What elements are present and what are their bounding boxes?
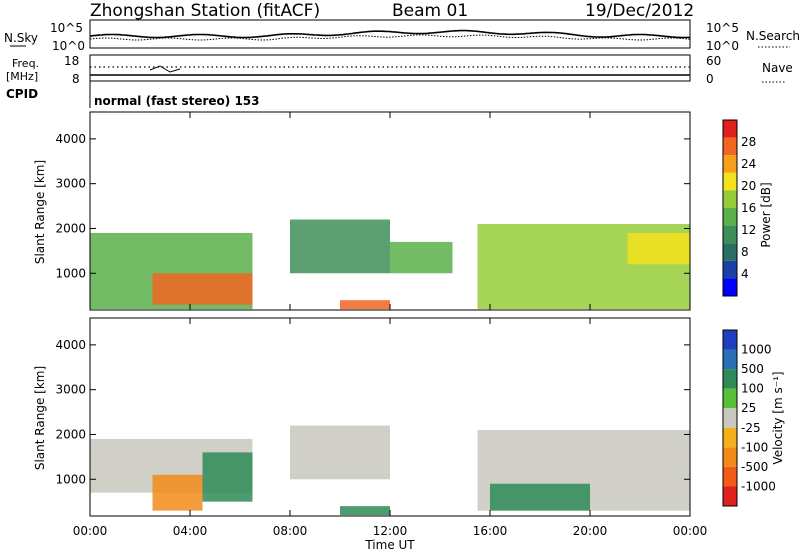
velocity-colorbar-tick: 500 — [741, 362, 764, 376]
nsky-panel — [89, 19, 691, 49]
y-tick-label: 4000 — [55, 132, 86, 146]
power-colorbar-segment — [723, 172, 737, 191]
mode-text: normal (fast stereo) 153 — [94, 94, 260, 108]
heatmap-region — [152, 273, 253, 305]
nsky-tick-bottom: 10^0 — [52, 39, 85, 53]
velocity-y-axis-label: Slant Range [km] — [33, 366, 47, 470]
nave-spike — [149, 65, 181, 73]
power-colorbar-tick: 16 — [741, 201, 756, 215]
x-tick-label: 04:00 — [173, 524, 208, 538]
nsky-tick-top: 10^5 — [50, 21, 83, 35]
heatmap-region — [627, 232, 690, 265]
y-tick-label: 1000 — [55, 266, 86, 280]
heatmap-region — [290, 425, 390, 480]
nave-tick-bottom: 0 — [706, 72, 714, 86]
power-colorbar-tick: 12 — [741, 223, 756, 237]
cpid-label: CPID — [6, 87, 38, 101]
velocity-colorbar-frame — [722, 329, 738, 507]
nsearch-label: N.Search — [746, 29, 800, 43]
velocity-colorbar-tick: -500 — [741, 460, 768, 474]
freq-panel — [89, 54, 691, 82]
velocity-colorbar-segment — [723, 486, 737, 506]
power-colorbar-segment — [723, 260, 737, 279]
x-tick-label: 12:00 — [373, 524, 408, 538]
nave-tick-top: 60 — [706, 54, 721, 68]
velocity-colorbar-segment — [723, 388, 737, 409]
freq-label: Freq. — [12, 57, 39, 70]
velocity-colorbar-segment — [723, 369, 737, 389]
velocity-colorbar-tick: 100 — [741, 382, 764, 396]
velocity-colorbar-segment — [723, 349, 737, 370]
x-tick-label: 16:00 — [473, 524, 508, 538]
velocity-colorbar-segment — [723, 447, 737, 467]
power-colorbar-frame — [722, 119, 738, 297]
y-tick-label: 4000 — [55, 338, 86, 352]
heatmap-region — [490, 483, 590, 511]
freq-tick-bottom: 8 — [72, 72, 80, 86]
power-colorbar-segment — [723, 155, 737, 173]
power-y-axis-label: Slant Range [km] — [33, 160, 47, 264]
velocity-colorbar-segment — [723, 408, 737, 428]
y-tick-label: 1000 — [55, 472, 86, 486]
heatmap-region — [202, 452, 253, 502]
power-colorbar-label: Power [dB] — [759, 182, 773, 247]
y-tick-label: 2000 — [55, 427, 86, 441]
heatmap-region — [340, 300, 390, 310]
power-colorbar-tick: 8 — [741, 245, 749, 259]
power-y-axis: 4000 3000 2000 1000 — [55, 132, 690, 280]
x-tick-label: 20:00 — [573, 524, 608, 538]
power-heatmap — [90, 219, 690, 310]
x-tick-label: 00:00 — [673, 524, 708, 538]
velocity-colorbar-tick: -25 — [741, 421, 761, 435]
power-colorbar-segment — [723, 278, 737, 296]
velocity-colorbar-segment — [723, 466, 737, 487]
velocity-colorbar-tick: 25 — [741, 401, 756, 415]
date-label: 19/Dec/2012 — [585, 1, 694, 21]
heatmap-region — [340, 506, 390, 516]
nsearch-tick-top: 10^5 — [706, 21, 739, 35]
nave-label: Nave — [762, 61, 793, 75]
power-colorbar: 28 24 20 16 12 8 4 — [722, 119, 756, 297]
velocity-y-axis: 4000 3000 2000 1000 — [55, 338, 690, 486]
y-tick-label: 3000 — [55, 177, 86, 191]
freq-unit-label: [MHz] — [6, 70, 38, 83]
y-tick-label: 3000 — [55, 383, 86, 397]
velocity-colorbar-tick: -100 — [741, 440, 768, 454]
power-colorbar-tick: 24 — [741, 157, 756, 171]
velocity-colorbar-segment — [723, 330, 737, 350]
heatmap-region — [290, 219, 390, 274]
velocity-heatmap — [90, 425, 690, 516]
heatmap-region — [152, 474, 203, 511]
power-colorbar-segment — [723, 225, 737, 244]
time-x-axis: 00:00 04:00 08:00 12:00 16:00 20:00 00:00 — [73, 112, 708, 538]
power-colorbar-tick: 20 — [741, 179, 756, 193]
velocity-colorbar-label: Velocity [m s⁻¹] — [771, 371, 785, 464]
nsky-label: N.Sky — [4, 31, 38, 45]
y-tick-label: 2000 — [55, 221, 86, 235]
x-tick-label: 00:00 — [73, 524, 108, 538]
power-colorbar-tick: 4 — [741, 267, 749, 281]
power-colorbar-segment — [723, 243, 737, 261]
nsearch-tick-bottom: 10^0 — [706, 39, 739, 53]
freq-tick-top: 18 — [64, 54, 79, 68]
beam-label: Beam 01 — [392, 1, 468, 21]
velocity-colorbar-tick: -1000 — [741, 479, 776, 493]
power-colorbar-segment — [723, 190, 737, 208]
velocity-colorbar: 1000 500 100 25 -25 -100 -500 -1000 — [722, 329, 776, 507]
heatmap-region — [390, 241, 453, 274]
nsky-trace — [89, 29, 690, 39]
nsearch-trace — [89, 34, 691, 41]
velocity-colorbar-segment — [723, 427, 737, 448]
power-colorbar-tick: 28 — [741, 135, 756, 149]
power-colorbar-segment — [723, 137, 737, 156]
x-axis-label: Time UT — [364, 538, 415, 552]
station-title: Zhongshan Station (fitACF) — [90, 1, 320, 21]
power-colorbar-segment — [723, 120, 737, 138]
power-colorbar-segment — [723, 208, 737, 226]
x-tick-label: 08:00 — [273, 524, 308, 538]
velocity-colorbar-tick: 1000 — [741, 343, 772, 357]
